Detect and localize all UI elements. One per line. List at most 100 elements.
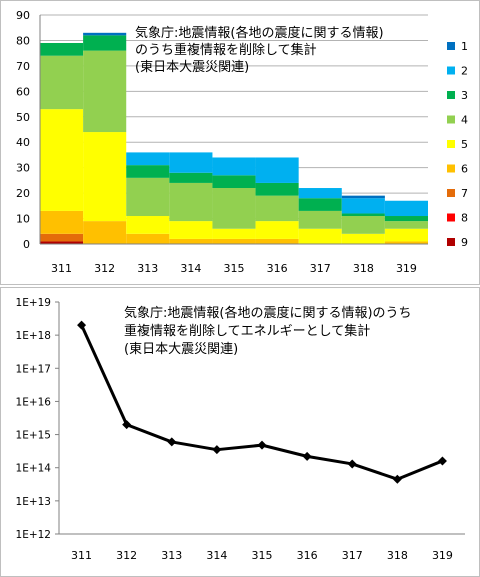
y-tick-label: 80 bbox=[16, 34, 30, 47]
legend-swatch-3 bbox=[447, 91, 455, 99]
bar-segment-314-2 bbox=[169, 152, 213, 173]
bar-segment-318-3 bbox=[341, 213, 385, 217]
chart-title: 気象庁:地震情報(各地の震度に関する情報)のうち重複情報を削除して集計(東日本大… bbox=[135, 25, 384, 75]
bar-segment-312-1 bbox=[83, 32, 127, 36]
bars bbox=[40, 32, 428, 244]
y-tick-label: 1E+13 bbox=[16, 496, 51, 508]
bar-segment-313-5 bbox=[126, 216, 170, 234]
bar-segment-317-5 bbox=[298, 228, 342, 244]
log-line-chart: 1E+12 1E+13 1E+14 1E+15 1E+16 1E+17 1E+18 1E+19… bbox=[0, 287, 480, 577]
legend-swatch-5 bbox=[447, 140, 455, 148]
bar-segment-316-2 bbox=[255, 157, 299, 183]
point-319 bbox=[437, 456, 447, 466]
bar-segment-314-3 bbox=[169, 172, 213, 183]
bar-segment-311-4 bbox=[40, 55, 84, 110]
bar-segment-317-3 bbox=[298, 198, 342, 211]
title-line: (東日本大震災関連) bbox=[124, 341, 238, 357]
bar-segment-316-6 bbox=[255, 238, 299, 244]
legend-label-5: 5 bbox=[461, 138, 468, 151]
bar-segment-316-4 bbox=[255, 195, 299, 222]
x-tick-label: 318 bbox=[387, 549, 408, 562]
x-tick-label: 319 bbox=[432, 549, 453, 562]
bar-segment-311-9 bbox=[40, 241, 84, 244]
legend-swatch-8 bbox=[447, 213, 455, 222]
bar-segment-312-4 bbox=[83, 50, 127, 133]
bar-segment-319-4 bbox=[384, 221, 428, 229]
bar-segment-311-3 bbox=[40, 42, 84, 56]
y-tick-label: 20 bbox=[16, 187, 30, 200]
legend-swatch-4 bbox=[447, 115, 455, 124]
x-tick-label: 312 bbox=[94, 262, 115, 275]
legend-label-1: 1 bbox=[461, 40, 468, 53]
bar-segment-311-6 bbox=[40, 210, 84, 234]
bar-segment-313-4 bbox=[126, 177, 170, 217]
bar-segment-314-5 bbox=[169, 221, 213, 239]
y-tick-label: 1E+17 bbox=[16, 363, 51, 375]
bar-segment-314-4 bbox=[169, 182, 213, 222]
bar-segment-317-4 bbox=[298, 210, 342, 229]
bar-segment-315-2 bbox=[212, 157, 256, 176]
x-tick-label: 311 bbox=[51, 262, 72, 275]
title-line: 気象庁:地震情報(各地の震度に関する情報) bbox=[135, 25, 384, 41]
bar-segment-318-2 bbox=[341, 198, 385, 214]
x-tick-label: 312 bbox=[116, 549, 137, 562]
bar-segment-312-3 bbox=[83, 35, 127, 51]
x-tick-label: 313 bbox=[161, 549, 182, 562]
x-tick-label: 317 bbox=[342, 549, 363, 562]
legend-label-4: 4 bbox=[461, 114, 468, 127]
x-tick-label: 318 bbox=[353, 262, 374, 275]
x-tick-label: 313 bbox=[137, 262, 158, 275]
legend-label-8: 8 bbox=[461, 212, 468, 225]
point-318 bbox=[392, 474, 402, 484]
x-tick-label: 316 bbox=[267, 262, 288, 275]
x-tick-label: 316 bbox=[297, 549, 318, 562]
bar-segment-313-6 bbox=[126, 233, 170, 244]
chart-title: 気象庁:地震情報(各地の震度に関する情報)のうち重複情報を削除してエネルギーとし… bbox=[124, 305, 412, 357]
bar-segment-316-5 bbox=[255, 221, 299, 239]
bar-segment-312-5 bbox=[83, 132, 127, 222]
y-tick-label: 0 bbox=[23, 238, 30, 251]
legend-swatch-1 bbox=[447, 42, 455, 50]
bar-segment-314-6 bbox=[169, 238, 213, 244]
chart-area bbox=[0, 287, 480, 577]
x-tick-label: 315 bbox=[224, 262, 245, 275]
point-316 bbox=[302, 451, 312, 461]
x-tick-label: 314 bbox=[180, 262, 201, 275]
y-tick-label: 70 bbox=[16, 60, 30, 73]
point-313 bbox=[167, 437, 177, 447]
bar-segment-315-5 bbox=[212, 228, 256, 239]
title-line: 気象庁:地震情報(各地の震度に関する情報)のうち bbox=[124, 305, 412, 321]
x-tick-label: 319 bbox=[396, 262, 417, 275]
legend-swatch-7 bbox=[447, 189, 455, 197]
x-tick-label: 314 bbox=[206, 549, 227, 562]
bar-segment-313-3 bbox=[126, 165, 170, 178]
point-314 bbox=[212, 445, 222, 455]
bar-segment-315-6 bbox=[212, 238, 256, 244]
bar-segment-318-5 bbox=[341, 233, 385, 244]
point-311 bbox=[77, 320, 87, 330]
bar-segment-319-6 bbox=[384, 241, 428, 244]
legend-label-6: 6 bbox=[461, 163, 468, 176]
bar-segment-313-2 bbox=[126, 152, 170, 166]
point-317 bbox=[347, 459, 357, 469]
legend-swatch-6 bbox=[447, 164, 455, 173]
bar-segment-315-3 bbox=[212, 175, 256, 189]
y-tick-label: 1E+16 bbox=[16, 396, 52, 408]
legend-label-9: 9 bbox=[461, 236, 468, 249]
x-tick-label: 315 bbox=[252, 549, 273, 562]
bar-segment-318-4 bbox=[341, 216, 385, 234]
point-315 bbox=[257, 440, 267, 450]
y-tick-label: 1E+15 bbox=[16, 430, 51, 442]
y-tick-label: 40 bbox=[16, 136, 30, 149]
title-line: (東日本大震災関連) bbox=[135, 59, 249, 75]
y-tick-label: 1E+18 bbox=[16, 330, 51, 342]
bar-segment-311-7 bbox=[40, 233, 84, 242]
y-tick-label: 50 bbox=[16, 111, 30, 124]
title-line: のうち重複情報を削除して集計 bbox=[135, 42, 317, 58]
y-tick-label: 60 bbox=[16, 85, 30, 98]
y-tick-label: 1E+12 bbox=[16, 529, 51, 541]
bar-segment-311-5 bbox=[40, 109, 84, 211]
legend-swatch-9 bbox=[447, 238, 455, 246]
legend-label-3: 3 bbox=[461, 89, 468, 102]
